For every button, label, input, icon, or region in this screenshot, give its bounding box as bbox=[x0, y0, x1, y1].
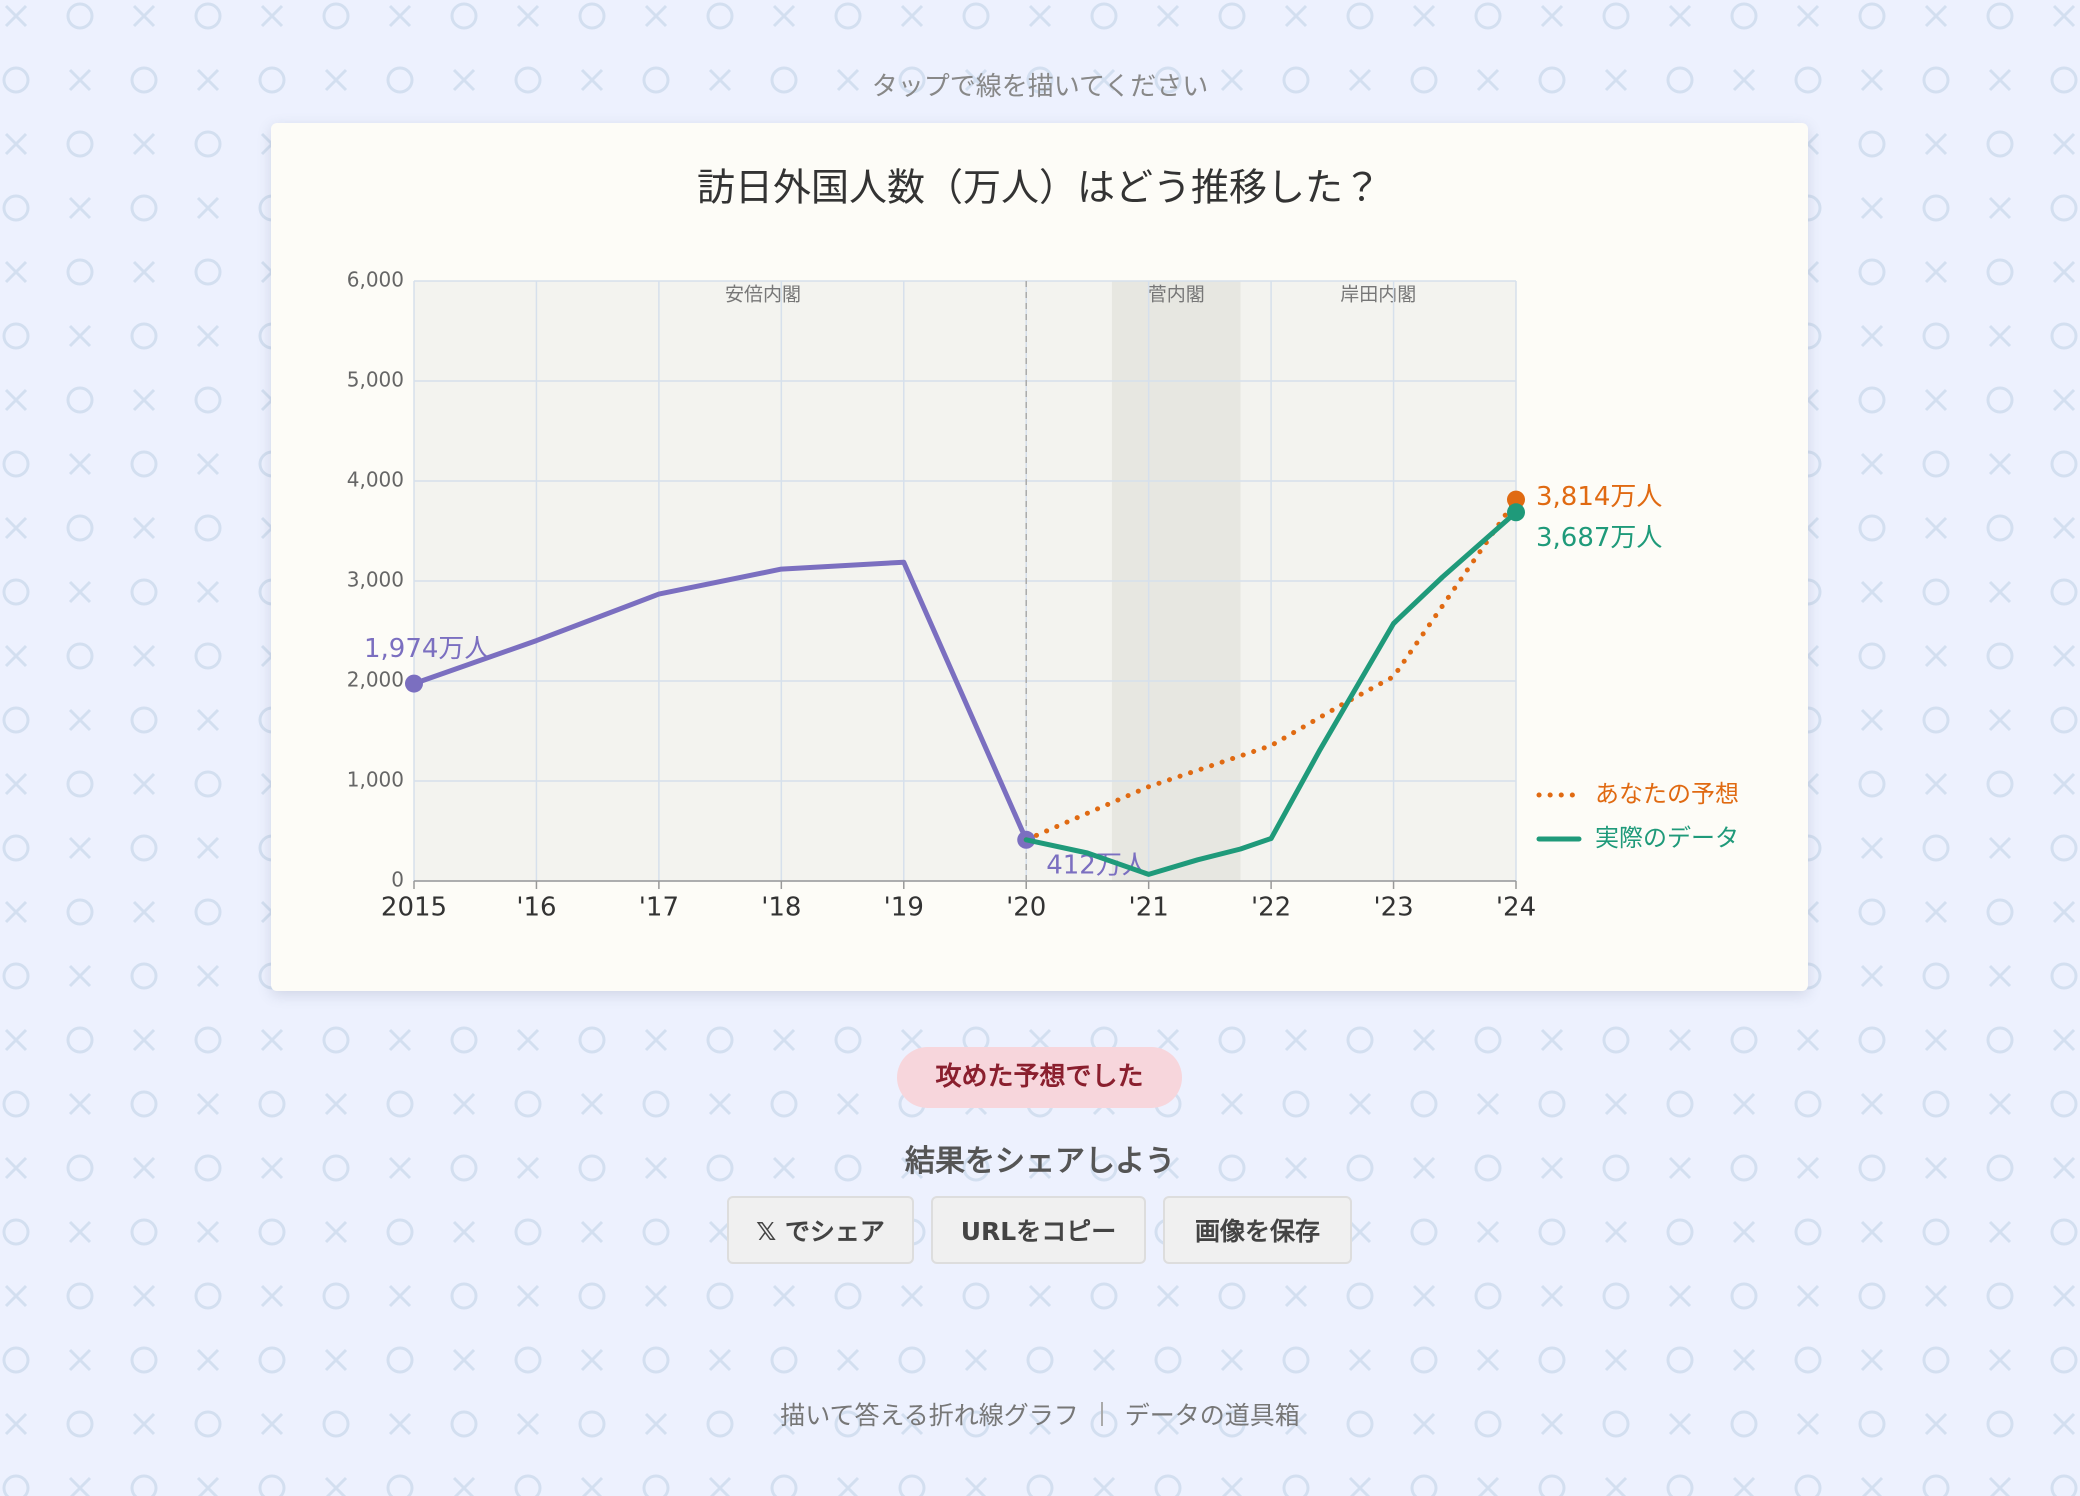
legend-label: あなたの予想 bbox=[1595, 780, 1739, 808]
x-tick-label: '19 bbox=[884, 893, 924, 923]
y-tick-label: 4,000 bbox=[347, 468, 404, 492]
series-line bbox=[411, 559, 1029, 843]
legend-label: 実際のデータ bbox=[1595, 824, 1739, 852]
point-marker bbox=[1507, 503, 1525, 522]
result-badge: 攻めた予想でした bbox=[897, 1047, 1182, 1108]
x-tick-label: 2015 bbox=[381, 893, 447, 923]
period-label: 安倍内閣 bbox=[725, 284, 801, 306]
save-image-button[interactable]: 画像を保存 bbox=[1163, 1196, 1352, 1264]
footer-link[interactable]: データの道具箱 bbox=[1124, 1401, 1300, 1430]
x-tick-label: '21 bbox=[1129, 893, 1169, 923]
period-label: 岸田内閣 bbox=[1340, 284, 1416, 306]
y-tick-label: 2,000 bbox=[347, 668, 404, 692]
y-tick-label: 3,000 bbox=[347, 568, 404, 592]
point-marker bbox=[405, 674, 423, 693]
series-line bbox=[1023, 509, 1519, 877]
footer-link[interactable]: 描いて答える折れ線グラフ bbox=[780, 1401, 1079, 1430]
instruction: タップで線を描いてください bbox=[871, 72, 1209, 102]
chart-title: 訪日外国人数（万人）はどう推移した？ bbox=[697, 166, 1381, 210]
x-tick-label: '18 bbox=[761, 893, 801, 923]
y-tick-label: 5,000 bbox=[347, 368, 404, 392]
x-tick-label: '20 bbox=[1006, 893, 1046, 923]
data-label: 3,687万人 bbox=[1536, 523, 1662, 553]
x-tick-label: '22 bbox=[1251, 893, 1291, 923]
copy-url-button[interactable]: URLをコピー bbox=[931, 1196, 1146, 1264]
point-marker bbox=[1507, 490, 1525, 509]
period-label: 菅内閣 bbox=[1148, 284, 1205, 306]
share-heading: 結果をシェアしよう bbox=[905, 1144, 1175, 1179]
x-tick-label: '17 bbox=[639, 893, 679, 923]
x-tick-label: '23 bbox=[1373, 893, 1413, 923]
series-line bbox=[1023, 497, 1519, 843]
y-tick-label: 1,000 bbox=[347, 768, 404, 792]
data-label: 1,974万人 bbox=[364, 634, 490, 664]
footer-separator bbox=[1100, 1402, 1103, 1426]
y-tick-label: 6,000 bbox=[347, 268, 404, 292]
x-tick-label: '16 bbox=[516, 893, 556, 923]
footer: 描いて答える折れ線グラフ データの道具箱 bbox=[0, 1396, 2080, 1432]
y-tick-label: 0 bbox=[391, 868, 404, 892]
data-label: 3,814万人 bbox=[1536, 482, 1662, 512]
x-tick-label: '24 bbox=[1496, 893, 1536, 923]
share-x-button[interactable]: 𝕏 でシェア bbox=[727, 1196, 914, 1264]
